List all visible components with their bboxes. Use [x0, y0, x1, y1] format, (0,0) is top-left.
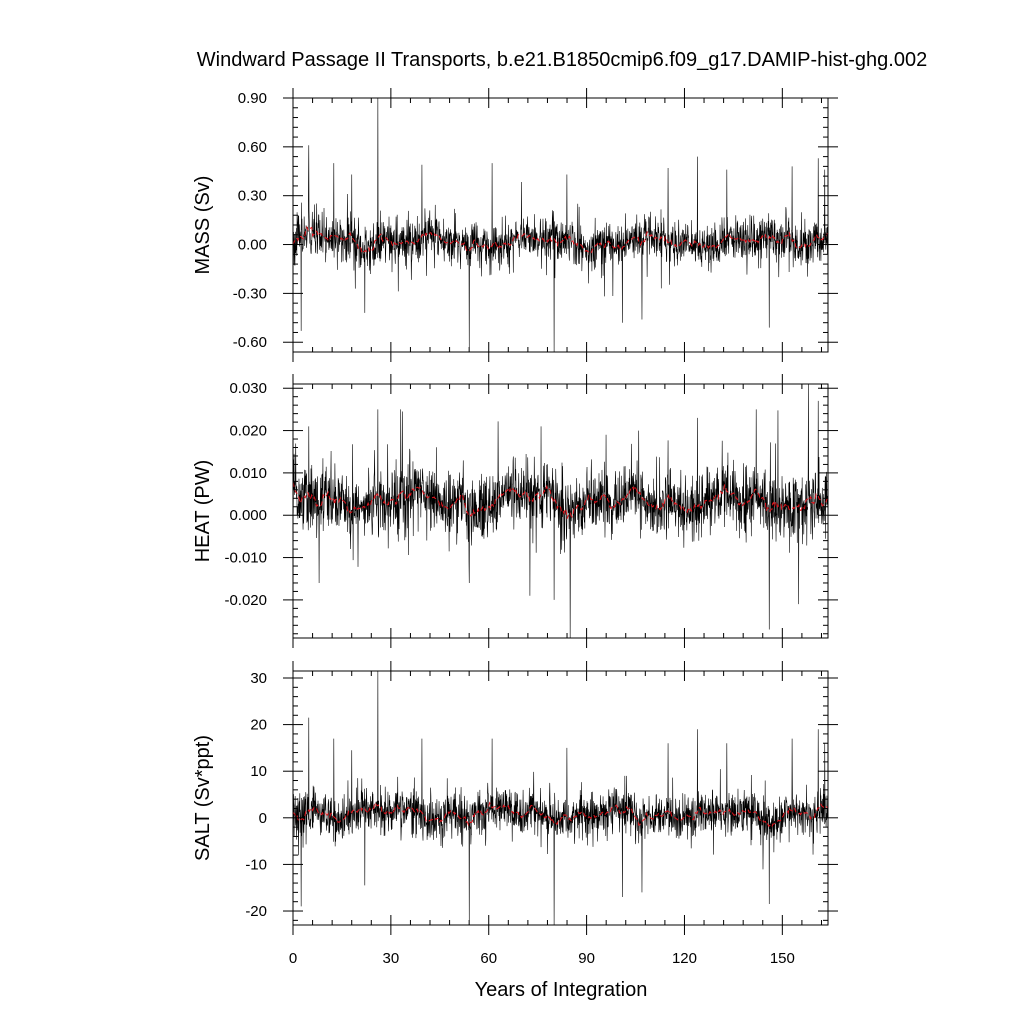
plot-frame-salt	[292, 670, 829, 926]
y-axis-label-mass: MASS (Sv)	[192, 176, 214, 275]
series-smoothed-heat	[293, 481, 828, 519]
x-tick-label: 150	[770, 950, 795, 967]
plot-frame-heat	[292, 383, 829, 639]
y-tick-label: 0.000	[229, 507, 267, 524]
series-monthly-heat	[293, 383, 828, 639]
y-tick-label: 0.90	[238, 90, 267, 107]
y-tick-label: 0.30	[238, 188, 267, 205]
y-tick-label: -0.30	[233, 285, 267, 302]
y-tick-label: 0	[259, 810, 267, 827]
figure-title: Windward Passage II Transports, b.e21.B1…	[197, 49, 927, 71]
x-tick-label: 30	[383, 950, 400, 967]
y-tick-label: 10	[250, 763, 267, 780]
panel-salt: 0 30 60 90 120 150 -20 -10 0 10 20 30 SALT (Sv*ppt)	[192, 661, 838, 967]
y-tick-label: 30	[250, 670, 267, 687]
series-smoothed-mass	[293, 226, 828, 254]
y-tick-label: -0.020	[224, 592, 267, 609]
series-monthly-salt	[293, 670, 828, 926]
x-tick-label: 0	[289, 950, 297, 967]
x-tick-label: 120	[672, 950, 697, 967]
panel-mass: -0.60 -0.30 0.00 0.30 0.60 0.90 MASS (Sv)	[192, 88, 838, 362]
panels-group: -0.60 -0.30 0.00 0.30 0.60 0.90 MASS (Sv) -0.02…	[192, 88, 838, 967]
y-tick-label: 0.010	[229, 465, 267, 482]
y-tick-label: -10	[245, 856, 267, 873]
y-tick-label: 0.00	[238, 237, 267, 254]
y-axis-label-salt: SALT (Sv*ppt)	[192, 735, 214, 861]
series-monthly-mass	[293, 97, 828, 353]
y-tick-label: -0.010	[224, 550, 267, 567]
y-tick-label: 0.60	[238, 139, 267, 156]
y-tick-label: -20	[245, 903, 267, 920]
y-tick-label: 0.020	[229, 423, 267, 440]
y-tick-label: 0.030	[229, 380, 267, 397]
series-smoothed-salt	[293, 801, 828, 828]
y-axis-label-heat: HEAT (PW)	[192, 460, 214, 563]
y-tick-label: -0.60	[233, 334, 267, 351]
x-tick-label: 60	[480, 950, 497, 967]
y-tick-label: 20	[250, 717, 267, 734]
x-axis-label: Years of Integration	[475, 979, 648, 1001]
panel-heat: -0.020 -0.010 0.000 0.010 0.020 0.030 HEAT (PW…	[192, 374, 838, 648]
x-tick-label: 90	[578, 950, 595, 967]
